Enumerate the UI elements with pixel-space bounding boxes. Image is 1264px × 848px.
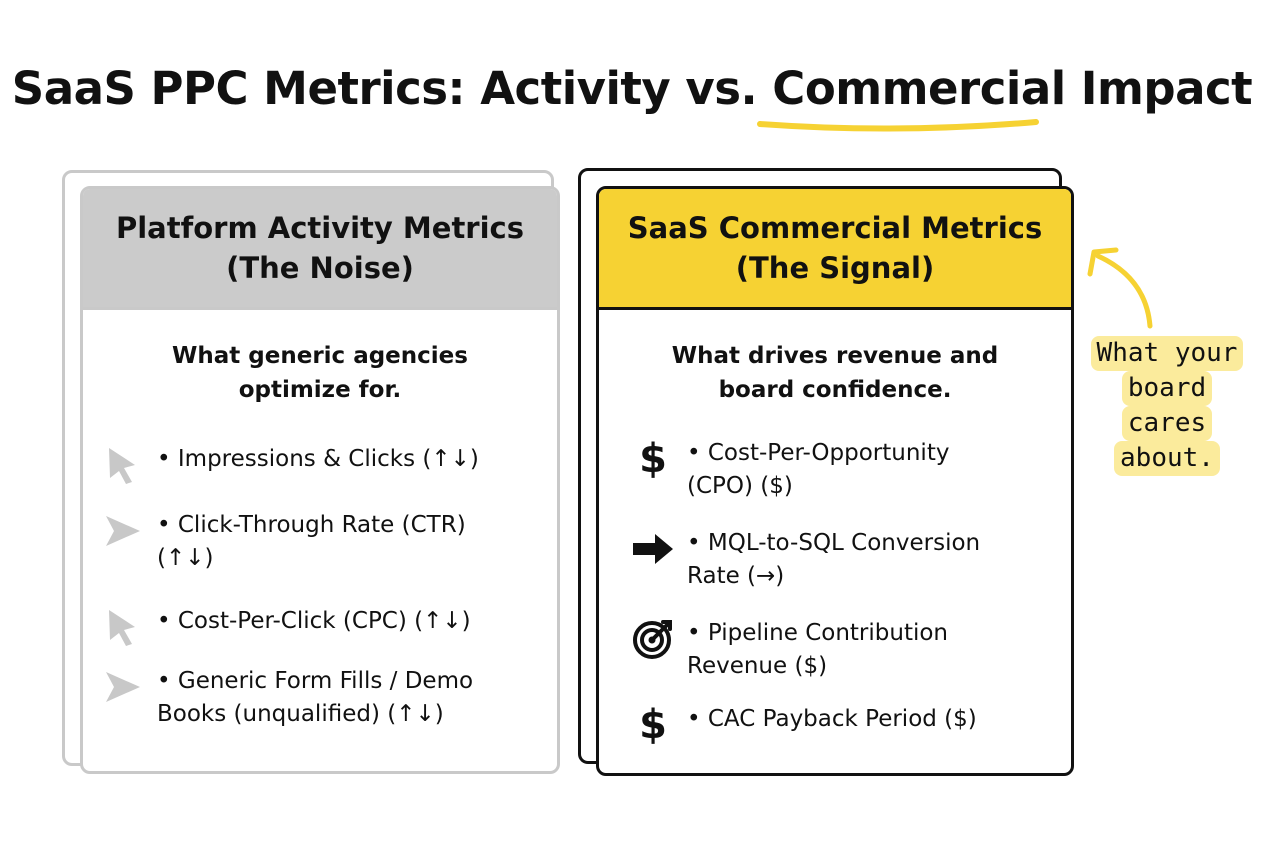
right-card-heading-line-1: SaaS Commercial Metrics (627, 211, 1043, 245)
side-note-line-2: board (1121, 371, 1213, 406)
right-item-cac-payback: $ • CAC Payback Period ($) (631, 702, 977, 748)
dollar-glyph: $ (639, 702, 667, 748)
dollar-icon: $ (631, 702, 675, 748)
right-item-cpo: $ • Cost-Per-Opportunity (CPO) ($) (631, 436, 950, 503)
side-note-callout: What your board cares about. (1082, 336, 1252, 476)
left-card-header: Platform Activity Metrics (The Noise) (83, 189, 557, 310)
dollar-icon: $ (631, 436, 675, 482)
left-item-form-fills-text: • Generic Form Fills / Demo Books (unqua… (157, 668, 474, 727)
left-item-ctr: • Click-Through Rate (CTR) (↑↓) (101, 509, 466, 575)
right-card-subheading-line-2: board confidence. (718, 377, 952, 403)
right-card-heading-line-2: (The Signal) (735, 251, 935, 285)
left-card-subheading: What generic agencies optimize for. (83, 339, 557, 407)
right-item-mql-sql: • MQL-to-SQL Conversion Rate (→) (631, 527, 980, 593)
left-item-impressions: • Impressions & Clicks (↑↓) (101, 443, 479, 487)
right-card-commercial-metrics: SaaS Commercial Metrics (The Signal) Wha… (596, 186, 1074, 776)
cursor-icon (101, 605, 145, 649)
curved-arrow-icon (1087, 247, 1153, 329)
send-arrow-icon (101, 509, 145, 553)
title-underline-stroke (757, 119, 1039, 132)
right-card-subheading: What drives revenue and board confidence… (599, 339, 1071, 407)
left-item-cpc-text: • Cost-Per-Click (CPC) (↑↓) (157, 608, 471, 634)
left-card-heading-line-1: Platform Activity Metrics (115, 211, 524, 245)
right-item-cac-payback-text: • CAC Payback Period ($) (687, 706, 977, 732)
left-card-heading-line-2: (The Noise) (226, 251, 414, 285)
right-item-pipeline: • Pipeline Contribution Revenue ($) (631, 617, 948, 683)
page-title: SaaS PPC Metrics: Activity vs. Commercia… (11, 62, 1253, 115)
target-icon (631, 617, 675, 661)
left-item-form-fills: • Generic Form Fills / Demo Books (unqua… (101, 665, 473, 731)
right-card-header: SaaS Commercial Metrics (The Signal) (599, 189, 1071, 310)
left-card-subheading-line-2: optimize for. (238, 377, 402, 403)
cursor-icon (101, 443, 145, 487)
left-item-cpc: • Cost-Per-Click (CPC) (↑↓) (101, 605, 471, 649)
dollar-glyph: $ (639, 436, 667, 482)
right-item-mql-sql-text: • MQL-to-SQL Conversion Rate (→) (687, 530, 981, 589)
side-note-line-4: about. (1114, 441, 1220, 476)
left-item-impressions-text: • Impressions & Clicks (↑↓) (157, 446, 479, 472)
send-arrow-icon (101, 665, 145, 709)
left-card-activity-metrics: Platform Activity Metrics (The Noise) Wh… (80, 186, 560, 774)
right-item-pipeline-text: • Pipeline Contribution Revenue ($) (687, 620, 949, 679)
side-note-line-3: cares (1121, 406, 1213, 441)
side-note-line-1: What your (1090, 336, 1244, 371)
left-card-subheading-line-1: What generic agencies (172, 343, 468, 369)
left-item-ctr-text: • Click-Through Rate (CTR) (↑↓) (157, 512, 466, 571)
right-arrow-icon (631, 527, 675, 571)
right-item-cpo-text: • Cost-Per-Opportunity (CPO) ($) (687, 440, 950, 499)
right-card-subheading-line-1: What drives revenue and (671, 343, 999, 369)
